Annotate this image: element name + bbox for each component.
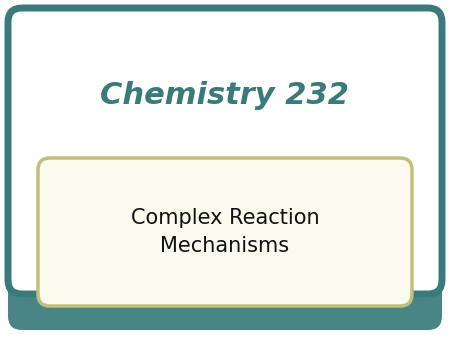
FancyBboxPatch shape (38, 158, 412, 306)
Text: Complex Reaction
Mechanisms: Complex Reaction Mechanisms (130, 208, 320, 256)
FancyBboxPatch shape (8, 268, 442, 330)
Text: Chemistry 232: Chemistry 232 (100, 80, 350, 110)
FancyBboxPatch shape (8, 8, 442, 294)
